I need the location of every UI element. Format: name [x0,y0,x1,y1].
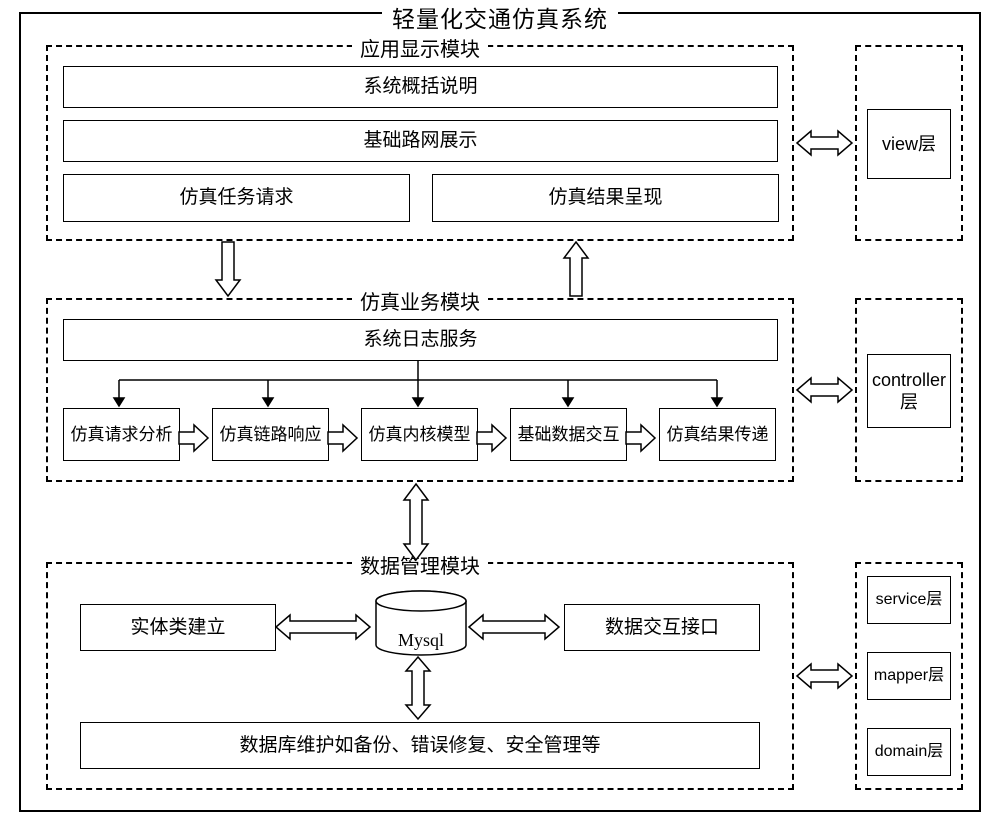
box-request: 仿真任务请求 [63,174,410,222]
log-distribution-lines [46,360,794,408]
layer-mapper: mapper层 [867,652,951,700]
box-interface: 数据交互接口 [564,604,760,651]
pipeline-2: 仿真内核模型 [361,408,478,461]
db-cylinder: Mysql [374,590,468,658]
box-network: 基础路网展示 [63,120,778,162]
sim-service-title: 仿真业务模块 [352,286,488,315]
outer-frame: 轻量化交通仿真系统 应用显示模块 系统概括说明 基础路网展示 仿真任务请求 仿真… [19,12,981,812]
arrow-pipe-4 [626,425,655,451]
arrow-to-controller [797,375,852,405]
arrow-request-down [213,242,243,296]
layer-controller: controller层 [867,354,951,428]
db-label: Mysql [398,630,444,650]
arrow-db-maintenance [404,657,432,719]
arrow-entity-db [276,612,370,642]
box-result: 仿真结果呈现 [432,174,779,222]
arrow-db-interface [469,612,559,642]
layer-controller-box: controller层 [855,298,963,482]
layer-view-box: view层 [855,45,963,241]
layer-service: service层 [867,576,951,624]
layer-data-box: service层 mapper层 domain层 [855,562,963,790]
arrow-to-view [797,128,852,158]
pipeline-3: 基础数据交互 [510,408,627,461]
layer-view: view层 [867,109,951,179]
box-log: 系统日志服务 [63,319,778,361]
arrow-pipe-3 [477,425,506,451]
app-display-title: 应用显示模块 [352,33,488,62]
box-overview: 系统概括说明 [63,66,778,108]
pipeline-0: 仿真请求分析 [63,408,180,461]
main-title: 轻量化交通仿真系统 [382,0,618,34]
arrow-pipe-2 [328,425,357,451]
box-maintenance: 数据库维护如备份、错误修复、安全管理等 [80,722,760,769]
arrow-to-data-layers [797,661,852,691]
arrow-pipe-1 [179,425,208,451]
module-app-display: 应用显示模块 系统概括说明 基础路网展示 仿真任务请求 仿真结果呈现 [46,45,794,241]
pipeline-1: 仿真链路响应 [212,408,329,461]
pipeline-4: 仿真结果传递 [659,408,776,461]
layer-domain: domain层 [867,728,951,776]
arrow-result-up [561,242,591,296]
arrow-mid-bidir [401,484,431,560]
box-entity: 实体类建立 [80,604,276,651]
